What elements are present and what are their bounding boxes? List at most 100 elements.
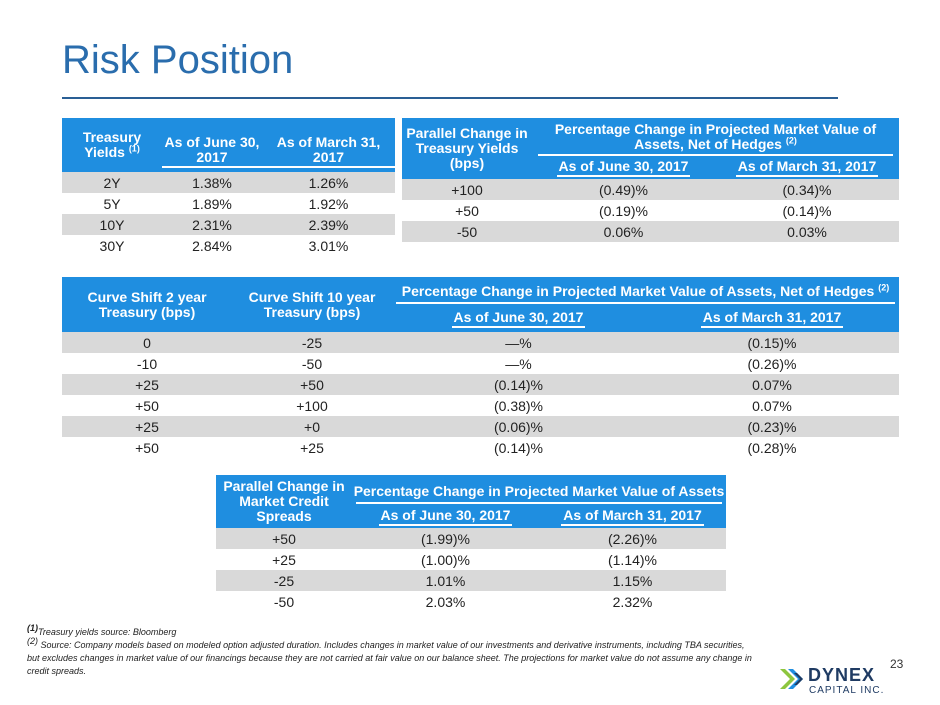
table-cell: 0 xyxy=(62,332,232,353)
table-cell: +100 xyxy=(232,395,392,416)
table-cell: (0.14)% xyxy=(392,437,645,458)
table-cell: +50 xyxy=(62,437,232,458)
header-june-2017: As of June 30, 2017 xyxy=(352,505,539,528)
curve-shift-body: 0 -25 —% (0.15)% -10 -50 —% (0.26)% +25 +50 (0.14)… xyxy=(62,332,899,458)
table-cell: (0.19)% xyxy=(532,200,715,221)
treasury-yields-table: Treasury Yields (1) As of June 30, 2017 … xyxy=(62,118,395,256)
table-cell: (0.49)% xyxy=(532,179,715,200)
parallel-treasury-body: +100 (0.49)% (0.34)% +50 (0.19)% (0.14)% -50 0.… xyxy=(402,179,899,242)
page-title: Risk Position xyxy=(62,38,294,82)
table-cell: (1.00)% xyxy=(352,549,539,570)
footnote-2: (2) Source: Company models based on mode… xyxy=(27,636,752,677)
table-row: 10Y 2.31% 2.39% xyxy=(62,214,395,235)
header-march-2017: As of March 31, 2017 xyxy=(539,505,726,528)
table-cell: +25 xyxy=(62,374,232,395)
table-cell: (0.38)% xyxy=(392,395,645,416)
table-cell: (0.26)% xyxy=(645,353,899,374)
table-cell: (0.34)% xyxy=(715,179,899,200)
table-row: 5Y 1.89% 1.92% xyxy=(62,193,395,214)
footnote-1: (1)Treasury yields source: Bloomberg xyxy=(27,623,177,638)
table-row: +50 +100 (0.38)% 0.07% xyxy=(62,395,899,416)
table-row: 30Y 2.84% 3.01% xyxy=(62,235,395,256)
header-underline xyxy=(356,502,722,504)
table-cell: (0.23)% xyxy=(645,416,899,437)
header-underline xyxy=(538,154,893,156)
header-parallel-change-credit: Parallel Change in Market Credit Spreads xyxy=(223,478,345,524)
credit-spreads-body: +50 (1.99)% (2.26)% +25 (1.00)% (1.14)% -25 1.0… xyxy=(216,528,726,612)
table-cell: (2.26)% xyxy=(539,528,726,549)
table-cell: 2Y xyxy=(62,172,162,193)
header-treasury-yields: Treasury Yields (1) xyxy=(62,118,162,172)
table-row: +25 +50 (0.14)% 0.07% xyxy=(62,374,899,395)
header-june-2017: As of June 30, 2017 xyxy=(532,156,715,179)
table-row: +50 (0.19)% (0.14)% xyxy=(402,200,899,221)
table-cell: 0.06% xyxy=(532,221,715,242)
table-cell: +25 xyxy=(232,437,392,458)
table-cell: 0.03% xyxy=(715,221,899,242)
header-curve-shift-10y: Curve Shift 10 year Treasury (bps) xyxy=(248,288,376,320)
table-cell: (0.28)% xyxy=(645,437,899,458)
table-row: -50 0.06% 0.03% xyxy=(402,221,899,242)
table-row: 0 -25 —% (0.15)% xyxy=(62,332,899,353)
title-divider xyxy=(62,97,838,99)
table-cell: -25 xyxy=(232,332,392,353)
table-cell: -10 xyxy=(62,353,232,374)
table-cell: (0.06)% xyxy=(392,416,645,437)
table-cell: 1.92% xyxy=(262,193,395,214)
parallel-treasury-table: Parallel Change in Treasury Yields (bps)… xyxy=(402,118,899,242)
header-june-2017: As of June 30, 2017 xyxy=(392,306,645,332)
table-row: +25 (1.00)% (1.14)% xyxy=(216,549,726,570)
table-cell: (0.15)% xyxy=(645,332,899,353)
table-cell: 1.26% xyxy=(262,172,395,193)
dynex-logo: DYNEX CAPITAL INC. xyxy=(778,663,888,699)
table-cell: 2.32% xyxy=(539,591,726,612)
table-cell: -25 xyxy=(216,570,352,591)
table-cell: -50 xyxy=(402,221,532,242)
table-cell: —% xyxy=(392,332,645,353)
table-cell: -50 xyxy=(232,353,392,374)
table-cell: +25 xyxy=(62,416,232,437)
table-cell: (1.14)% xyxy=(539,549,726,570)
logo-wordmark: DYNEX xyxy=(808,665,876,685)
table-cell: +25 xyxy=(216,549,352,570)
table-cell: 2.39% xyxy=(262,214,395,235)
logo-subtitle: CAPITAL INC. xyxy=(809,685,885,696)
page-number: 23 xyxy=(890,657,904,671)
header-treasury-yields-label: Treasury Yields xyxy=(82,129,142,160)
table-cell: 1.89% xyxy=(162,193,262,214)
table-cell: (0.14)% xyxy=(392,374,645,395)
table-cell: (1.99)% xyxy=(352,528,539,549)
table-cell: 2.84% xyxy=(162,235,262,256)
table-cell: 0.07% xyxy=(645,374,899,395)
header-pct-change-assets: Percentage Change in Projected Market Va… xyxy=(352,475,726,505)
table-cell: 5Y xyxy=(62,193,162,214)
table-cell: 1.38% xyxy=(162,172,262,193)
footnote-ref-2: (2) xyxy=(785,135,797,146)
table-cell: -50 xyxy=(216,591,352,612)
table-cell: +100 xyxy=(402,179,532,200)
table-cell: 1.15% xyxy=(539,570,726,591)
table-row: +50 (1.99)% (2.26)% xyxy=(216,528,726,549)
treasury-yields-body: 2Y 1.38% 1.26% 5Y 1.89% 1.92% 10Y 2.31% 2.39% 30Y… xyxy=(62,172,395,256)
table-cell: +50 xyxy=(62,395,232,416)
table-row: +100 (0.49)% (0.34)% xyxy=(402,179,899,200)
table-cell: —% xyxy=(392,353,645,374)
header-pct-change-net-hedges: Percentage Change in Projected Market Va… xyxy=(392,277,899,306)
table-cell: +50 xyxy=(216,528,352,549)
table-cell: +0 xyxy=(232,416,392,437)
table-row: +50 +25 (0.14)% (0.28)% xyxy=(62,437,899,458)
footnotes: (1)Treasury yields source: Bloomberg (2)… xyxy=(27,623,757,678)
header-june-2017: As of June 30, 2017 xyxy=(162,118,262,172)
table-row: 2Y 1.38% 1.26% xyxy=(62,172,395,193)
table-cell: 30Y xyxy=(62,235,162,256)
footnote-ref-2: (2) xyxy=(878,281,890,292)
footnote-ref-1: (1) xyxy=(128,143,140,154)
table-cell: 3.01% xyxy=(262,235,395,256)
curve-shift-table: Curve Shift 2 year Treasury (bps) Curve … xyxy=(62,277,899,458)
table-cell: (0.14)% xyxy=(715,200,899,221)
header-pct-change-net-hedges: Percentage Change in Projected Market Va… xyxy=(532,118,899,156)
table-row: -10 -50 —% (0.26)% xyxy=(62,353,899,374)
header-underline xyxy=(396,301,895,304)
table-row: +25 +0 (0.06)% (0.23)% xyxy=(62,416,899,437)
table-cell: 10Y xyxy=(62,214,162,235)
